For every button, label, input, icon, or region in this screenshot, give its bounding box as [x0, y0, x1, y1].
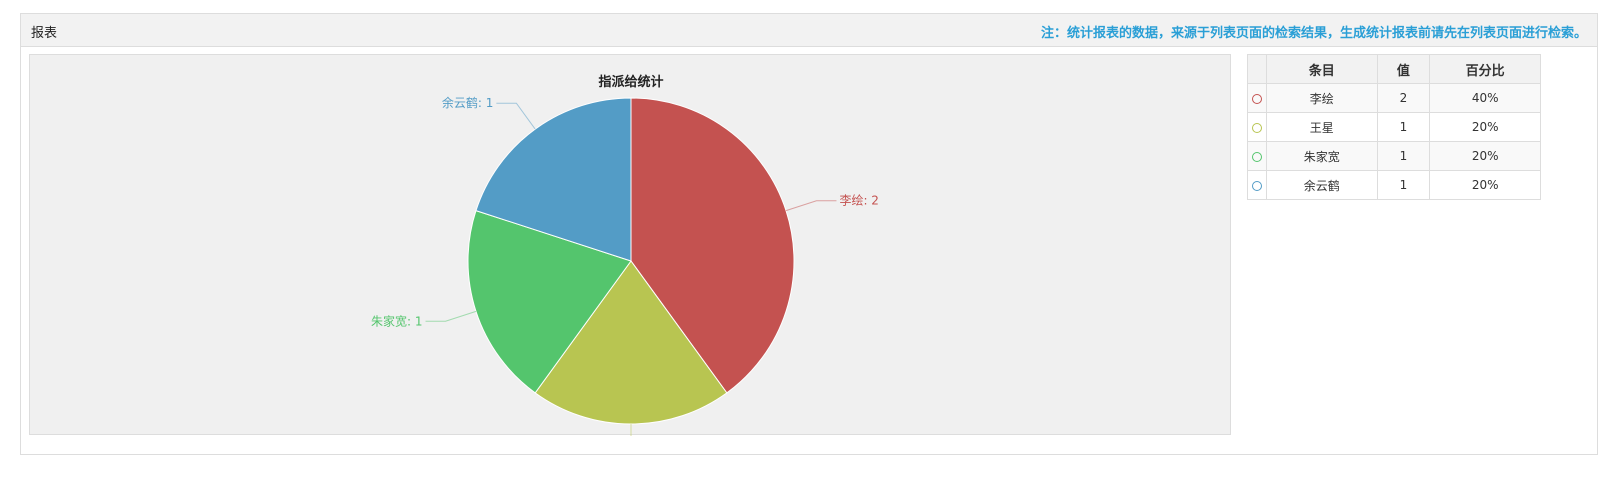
legend-dot-icon [1251, 151, 1262, 162]
row-dot-cell [1247, 141, 1267, 171]
panel-header: 报表 注：统计报表的数据，来源于列表页面的检索结果，生成统计报表前请先在列表页面… [21, 14, 1597, 47]
table-row: 王星 1 20% [1247, 112, 1541, 142]
row-dot-cell [1247, 83, 1267, 113]
report-panel: 报表 注：统计报表的数据，来源于列表页面的检索结果，生成统计报表前请先在列表页面… [20, 13, 1598, 455]
legend-dot-icon [1251, 93, 1262, 104]
row-value: 1 [1376, 112, 1431, 142]
pie-slice-label: 朱家宽: 1 [371, 313, 423, 328]
pie-leader-line [630, 424, 632, 436]
row-value: 1 [1376, 170, 1431, 200]
stats-table: 条目 值 百分比 李绘 2 40% 王星 1 20% 朱家宽 1 [1247, 54, 1541, 200]
pie-slice-label: 余云鹤: 1 [442, 95, 494, 110]
pie-leader-line [785, 200, 837, 212]
pie-slice[interactable] [475, 97, 632, 262]
row-dot-cell [1247, 112, 1267, 142]
row-name: 王星 [1265, 112, 1378, 142]
row-percent: 20% [1429, 170, 1541, 200]
legend-dot-icon [1251, 122, 1262, 133]
pie-leader-line [496, 102, 536, 130]
table-header-row: 条目 值 百分比 [1247, 54, 1541, 84]
legend-dot-icon [1251, 180, 1262, 191]
row-name: 李绘 [1265, 83, 1378, 113]
header-value: 值 [1376, 54, 1431, 84]
pie-leader-line [425, 310, 477, 322]
row-dot-cell [1247, 170, 1267, 200]
panel-title: 报表 [31, 26, 58, 41]
table-row: 余云鹤 1 20% [1247, 170, 1541, 200]
report-note: 注：统计报表的数据，来源于列表页面的检索结果，生成统计报表前请先在列表页面进行检… [1040, 26, 1587, 41]
row-percent: 40% [1429, 83, 1541, 113]
header-dot-cell [1247, 54, 1267, 84]
row-value: 2 [1376, 83, 1431, 113]
table-row: 李绘 2 40% [1247, 83, 1541, 113]
row-percent: 20% [1429, 112, 1541, 142]
header-item: 条目 [1265, 54, 1378, 84]
header-percent: 百分比 [1429, 54, 1541, 84]
row-name: 余云鹤 [1265, 170, 1378, 200]
pie-slice-label: 李绘: 2 [839, 193, 879, 208]
pie-slice[interactable] [630, 97, 795, 394]
row-percent: 20% [1429, 141, 1541, 171]
table-row: 朱家宽 1 20% [1247, 141, 1541, 171]
row-name: 朱家宽 [1265, 141, 1378, 171]
chart-title: 指派给统计 [598, 74, 663, 90]
row-value: 1 [1376, 141, 1431, 171]
